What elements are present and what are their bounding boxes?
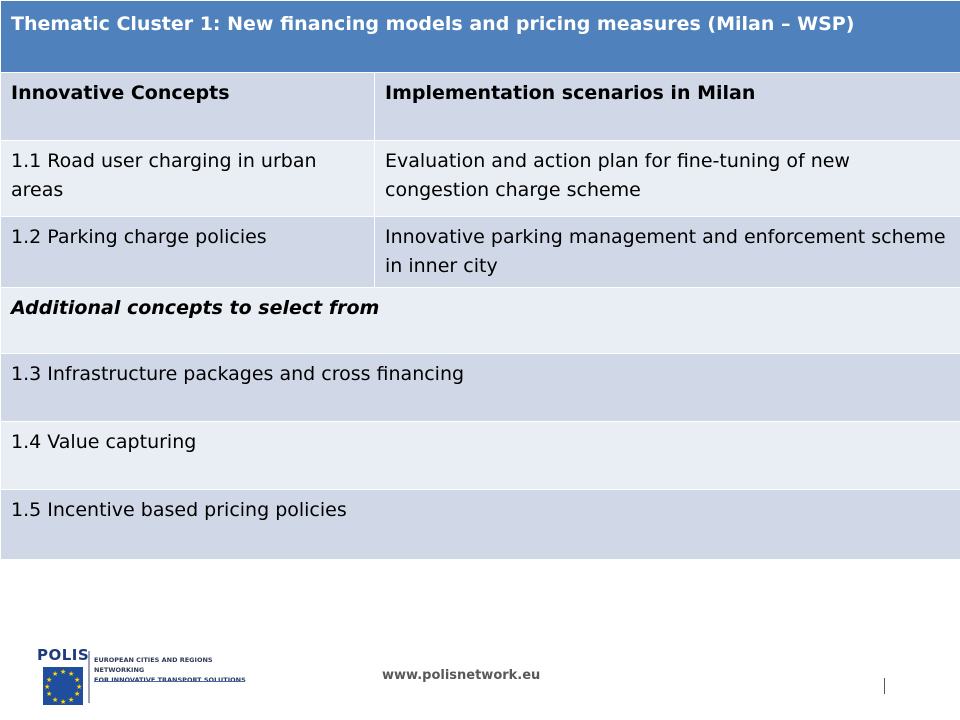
scenario-cell: Evaluation and action plan for fine-tuni…: [373, 140, 960, 217]
website-link[interactable]: www.polisnetwork.eu: [382, 668, 541, 683]
additional-heading-row: Additional concepts to select from: [0, 287, 960, 354]
additional-concept-cell: 1.4 Value capturing: [0, 421, 960, 490]
table-row: 1.1 Road user charging in urban areas Ev…: [0, 140, 960, 217]
scenario-cell: Innovative parking management and enforc…: [373, 216, 960, 288]
logo-divider: [88, 651, 90, 703]
slide-footer: POLIS ★ ★ ★ ★ ★ ★ ★ ★ ★ ★ ★ ★ EUROPEAN C…: [0, 640, 960, 720]
table-header-row: Innovative Concepts Implementation scena…: [0, 72, 960, 141]
polis-logo: POLIS ★ ★ ★ ★ ★ ★ ★ ★ ★ ★ ★ ★: [37, 647, 89, 706]
additional-concepts-heading: Additional concepts to select from: [0, 287, 960, 354]
page-number-marker: [884, 678, 885, 694]
concept-cell: 1.2 Parking charge policies: [0, 216, 375, 288]
concept-cell: 1.1 Road user charging in urban areas: [0, 140, 375, 217]
polis-tagline-line2: FOR INNOVATIVE TRANSPORT SOLUTIONS: [94, 676, 246, 684]
table-title-row: Thematic Cluster 1: New financing models…: [0, 0, 960, 73]
table-row: 1.2 Parking charge policies Innovative p…: [0, 216, 960, 288]
table-row: 1.3 Infrastructure packages and cross fi…: [0, 353, 960, 422]
header-innovative-concepts: Innovative Concepts: [0, 72, 375, 141]
table-row: 1.5 Incentive based pricing policies: [0, 489, 960, 560]
concepts-table: Thematic Cluster 1: New financing models…: [0, 0, 960, 560]
eu-flag-icon: ★ ★ ★ ★ ★ ★ ★ ★ ★ ★ ★ ★: [43, 667, 83, 706]
table-title: Thematic Cluster 1: New financing models…: [0, 0, 960, 73]
polis-tagline-line1: EUROPEAN CITIES AND REGIONS NETWORKING: [94, 656, 213, 674]
polis-logo-wordmark: POLIS: [37, 646, 90, 664]
header-implementation-scenarios: Implementation scenarios in Milan: [373, 72, 960, 141]
additional-concept-cell: 1.5 Incentive based pricing policies: [0, 489, 960, 560]
table-row: 1.4 Value capturing: [0, 421, 960, 490]
additional-concept-cell: 1.3 Infrastructure packages and cross fi…: [0, 353, 960, 422]
tagline-underline: [94, 681, 244, 682]
polis-tagline: EUROPEAN CITIES AND REGIONS NETWORKING F…: [94, 655, 264, 685]
